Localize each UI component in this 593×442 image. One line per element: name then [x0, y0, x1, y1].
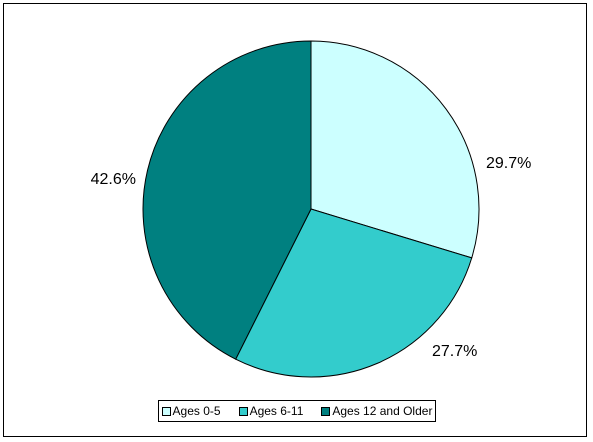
- data-label-ages-0-5: 29.7%: [486, 155, 531, 172]
- data-label-ages-12-and-older: 42.6%: [91, 171, 136, 188]
- pie-slice-ages-0-5: [310, 40, 480, 259]
- data-label-ages-6-11: 27.7%: [432, 343, 477, 360]
- legend-label-ages-0-5: Ages 0-5: [172, 404, 221, 418]
- legend-swatch-ages-12-and-older: [321, 406, 331, 416]
- legend-label-ages-6-11: Ages 6-11: [249, 404, 304, 418]
- pie-slice-ages-6-11: [235, 208, 473, 378]
- legend-item-ages-0-5: Ages 0-5: [161, 404, 221, 418]
- legend-swatch-ages-0-5: [161, 406, 171, 416]
- legend-label-ages-12-and-older: Ages 12 and Older: [332, 404, 433, 418]
- legend-item-ages-6-11: Ages 6-11: [238, 404, 304, 418]
- legend-item-ages-12-and-older: Ages 12 and Older: [321, 404, 432, 418]
- legend-swatch-ages-6-11: [238, 406, 248, 416]
- pie-slice-ages-12-and-older: [142, 40, 312, 360]
- legend: Ages 0-5 Ages 6-11 Ages 12 and Older: [158, 400, 436, 422]
